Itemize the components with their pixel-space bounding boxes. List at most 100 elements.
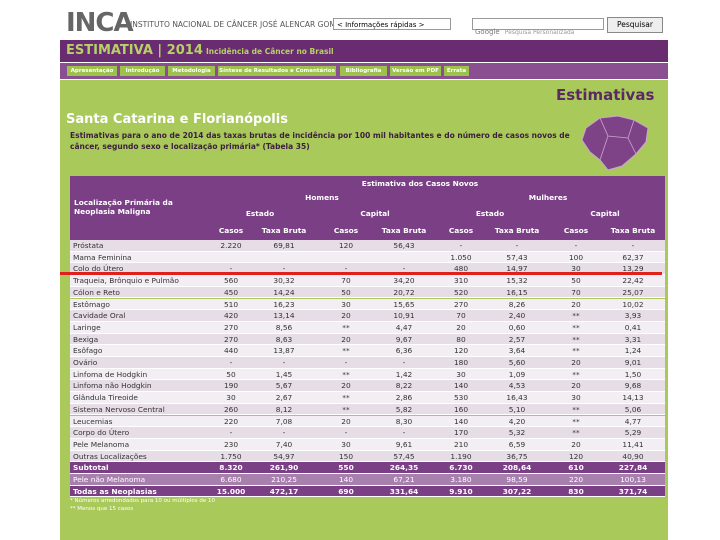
cell: 0,60: [508, 322, 526, 332]
cell: 3,31: [624, 334, 642, 344]
search-button[interactable]: Pesquisar: [607, 17, 663, 33]
cell: 160: [453, 404, 469, 414]
cell: 20: [341, 381, 351, 391]
cell: 8,12: [275, 404, 293, 414]
cell: 208,64: [502, 463, 532, 473]
nav-item[interactable]: Versão em PDF: [390, 66, 441, 76]
cell: 20: [571, 299, 581, 309]
institute-name: INSTITUTO NACIONAL DE CÂNCER JOSÉ ALENCA…: [130, 20, 381, 29]
cell: 6,36: [395, 346, 413, 356]
cell: 550: [338, 463, 354, 473]
cell: 1,42: [395, 369, 413, 379]
cell: **: [572, 311, 580, 321]
row-label: Subtotal: [73, 463, 109, 473]
cell: -: [631, 241, 635, 250]
cell: 8,22: [395, 381, 413, 391]
column-header: Casos: [333, 226, 359, 235]
cell: 307,22: [502, 486, 532, 496]
table-row: [70, 321, 665, 334]
cell: 6.730: [449, 463, 473, 473]
cell: -: [344, 358, 348, 367]
cell: 54,97: [273, 451, 295, 461]
quick-info-select[interactable]: < Informações rápidas >: [333, 18, 451, 30]
cell: 16,23: [273, 299, 295, 309]
cell: 36,75: [506, 451, 528, 461]
column-header: Taxa Bruta: [261, 226, 307, 235]
cell: 13,29: [622, 264, 644, 274]
cell: **: [572, 346, 580, 356]
cell: -: [344, 264, 348, 274]
cell: 34,20: [393, 276, 415, 286]
nav-item[interactable]: Síntese de Resultados e Comentários: [218, 66, 336, 76]
nav-item[interactable]: Metodologia: [168, 66, 215, 76]
cell: 30: [571, 264, 581, 274]
cell: 120: [453, 346, 469, 356]
cell: 100,13: [620, 475, 646, 484]
cell: 5,60: [508, 358, 526, 367]
cell: -: [402, 358, 406, 367]
group-header: Homens: [305, 193, 339, 202]
cell: -: [515, 241, 519, 250]
cell: 3,64: [508, 346, 526, 356]
cell: 20: [571, 439, 581, 449]
cell: 50: [341, 287, 351, 297]
cell: 98,59: [506, 475, 528, 484]
search-brand: Google: [475, 28, 500, 36]
cell: 5,29: [624, 428, 642, 438]
cell: 6,59: [508, 439, 526, 449]
description: Estimativas para o ano de 2014 das taxas…: [70, 131, 570, 151]
group-header: Mulheres: [528, 193, 568, 202]
row-label: Outras Localizações: [73, 451, 147, 461]
cell: 56,43: [393, 241, 415, 250]
state-map-icon: [581, 115, 649, 171]
row-label: Próstata: [73, 241, 104, 250]
row-label: Corpo do Útero: [73, 428, 130, 438]
search-box[interactable]: Google Pesquisa Personalizada: [472, 18, 604, 36]
cell: **: [572, 322, 580, 332]
cell: 227,84: [618, 463, 648, 473]
cell: 69,81: [273, 241, 295, 250]
table-row: [70, 392, 665, 404]
cell: 30: [456, 369, 466, 379]
row-label: Pele não Melanoma: [73, 475, 146, 484]
cell: 261,90: [269, 463, 299, 473]
cell: 20: [571, 381, 581, 391]
cell: 260: [223, 404, 239, 414]
table-row: [70, 427, 665, 439]
cell: 5,06: [624, 404, 642, 414]
nav-item[interactable]: Errata: [444, 66, 469, 76]
nav-item[interactable]: Bibliografia: [340, 66, 387, 76]
cell: 57,43: [506, 252, 528, 262]
cell: 30,32: [273, 276, 295, 286]
cell: 140: [453, 381, 469, 391]
cell: 14,13: [622, 393, 644, 403]
cell: 2.220: [220, 241, 242, 250]
red-underline: [60, 272, 662, 275]
row-label: Glândula Tireoide: [73, 393, 138, 403]
cell: 3,93: [624, 311, 642, 321]
cell: 13,14: [273, 311, 295, 321]
cell: 520: [453, 287, 469, 297]
row-label: Mama Feminina: [73, 252, 132, 262]
scope-header: Capital: [360, 209, 390, 218]
table-row: [70, 415, 665, 428]
column-header: Casos: [563, 226, 589, 235]
cell: -: [459, 241, 463, 250]
table-row: [70, 462, 665, 474]
cell: 10,91: [393, 311, 415, 321]
nav-item[interactable]: Apresentação: [67, 66, 117, 76]
cell: 230: [223, 439, 239, 449]
cell: 1.750: [220, 451, 242, 461]
table-header-bg: [70, 176, 665, 240]
cell: 62,37: [622, 252, 644, 262]
nav-item[interactable]: Introdução: [120, 66, 165, 76]
cell: 530: [453, 393, 469, 403]
cell: 150: [338, 451, 354, 461]
cell: 5,82: [395, 404, 413, 414]
table-row: [70, 298, 665, 311]
cell: 30: [571, 393, 581, 403]
cell: 6.680: [220, 475, 242, 484]
cell: 830: [568, 486, 584, 496]
cell: 70: [341, 276, 351, 286]
row-label: Pele Melanoma: [73, 439, 130, 449]
